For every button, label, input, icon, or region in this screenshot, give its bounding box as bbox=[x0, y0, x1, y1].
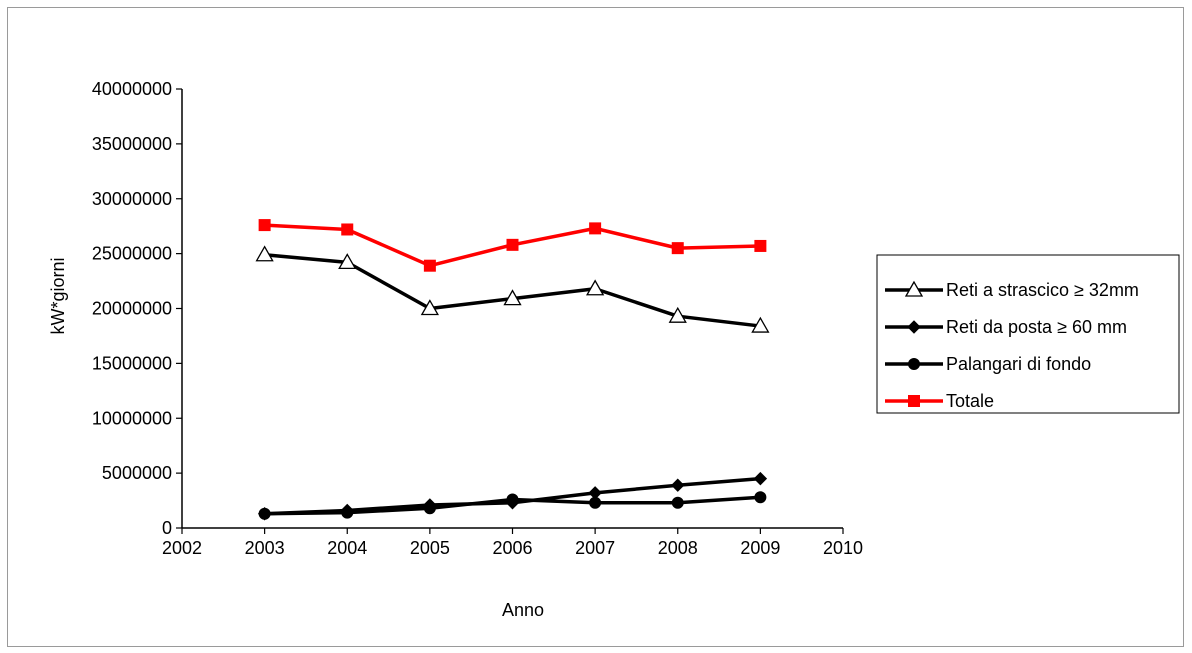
y-tick-label: 40000000 bbox=[92, 79, 172, 99]
data-point bbox=[671, 242, 684, 255]
x-tick-label: 2004 bbox=[327, 538, 367, 558]
data-point bbox=[503, 289, 522, 306]
data-point bbox=[586, 279, 605, 296]
y-tick-label: 5000000 bbox=[102, 463, 172, 483]
x-tick-label: 2005 bbox=[410, 538, 450, 558]
legend-swatch-marker bbox=[904, 280, 924, 297]
x-tick-label: 2003 bbox=[245, 538, 285, 558]
x-axis-label: Anno bbox=[502, 600, 544, 620]
x-tick-label: 2002 bbox=[162, 538, 202, 558]
y-tick-label: 30000000 bbox=[92, 189, 172, 209]
series-totale bbox=[258, 219, 767, 272]
x-tick-label: 2009 bbox=[740, 538, 780, 558]
data-point bbox=[668, 306, 687, 323]
data-point bbox=[506, 238, 519, 251]
y-axis-label: kW*giorni bbox=[48, 257, 68, 334]
data-point bbox=[423, 259, 436, 272]
legend-swatch-marker bbox=[908, 358, 920, 370]
series-layer bbox=[255, 219, 770, 521]
legend-swatch-marker bbox=[907, 320, 921, 334]
data-point bbox=[423, 502, 436, 515]
series-reti-a-strascico-32mm bbox=[255, 245, 770, 333]
y-tick-label: 0 bbox=[162, 518, 172, 538]
data-point bbox=[341, 506, 354, 519]
legend-label: Palangari di fondo bbox=[946, 354, 1091, 374]
data-point bbox=[420, 299, 439, 316]
legend-entry: Reti da posta ≥ 60 mm bbox=[885, 317, 1127, 337]
data-point bbox=[754, 491, 767, 504]
y-tick-label: 20000000 bbox=[92, 299, 172, 319]
legend-box bbox=[876, 254, 1180, 414]
y-tick-label: 15000000 bbox=[92, 353, 172, 373]
chart-frame: 0 5000000 10000000 15000000 20000000 25000000… bbox=[7, 7, 1184, 647]
legend: Reti a strascico ≥ 32mm Reti da posta ≥ 6… bbox=[876, 254, 1180, 414]
line-chart: 0 5000000 10000000 15000000 20000000 25000000… bbox=[48, 79, 1180, 620]
series-palangari-di-fondo bbox=[258, 491, 767, 520]
legend-label: Reti a strascico ≥ 32mm bbox=[946, 280, 1139, 300]
legend-entry: Reti a strascico ≥ 32mm bbox=[885, 280, 1139, 300]
x-tick-label: 2007 bbox=[575, 538, 615, 558]
data-point bbox=[506, 493, 519, 506]
data-point bbox=[589, 496, 602, 509]
data-point bbox=[589, 222, 602, 235]
data-point bbox=[671, 478, 685, 492]
y-tick-label: 25000000 bbox=[92, 244, 172, 264]
legend-entry: Totale bbox=[885, 391, 994, 411]
data-point bbox=[671, 496, 684, 509]
data-point bbox=[258, 507, 271, 520]
data-point bbox=[751, 316, 770, 333]
x-axis-ticks: 2002 2003 2004 2005 2006 2007 2008 2009 2010 bbox=[162, 528, 863, 558]
y-tick-label: 35000000 bbox=[92, 134, 172, 154]
data-point bbox=[341, 223, 354, 236]
data-point bbox=[754, 239, 767, 252]
data-point bbox=[338, 253, 357, 270]
x-tick-label: 2008 bbox=[658, 538, 698, 558]
axes bbox=[181, 89, 843, 529]
data-point bbox=[255, 245, 274, 262]
legend-label: Totale bbox=[946, 391, 994, 411]
y-axis-ticks: 0 5000000 10000000 15000000 20000000 25000000… bbox=[92, 79, 182, 538]
data-point bbox=[753, 471, 768, 486]
data-point bbox=[258, 219, 271, 232]
y-tick-label: 10000000 bbox=[92, 408, 172, 428]
legend-label: Reti da posta ≥ 60 mm bbox=[946, 317, 1127, 337]
legend-swatch-marker bbox=[908, 395, 920, 407]
legend-entry: Palangari di fondo bbox=[885, 354, 1091, 374]
x-tick-label: 2006 bbox=[492, 538, 532, 558]
x-tick-label: 2010 bbox=[823, 538, 863, 558]
